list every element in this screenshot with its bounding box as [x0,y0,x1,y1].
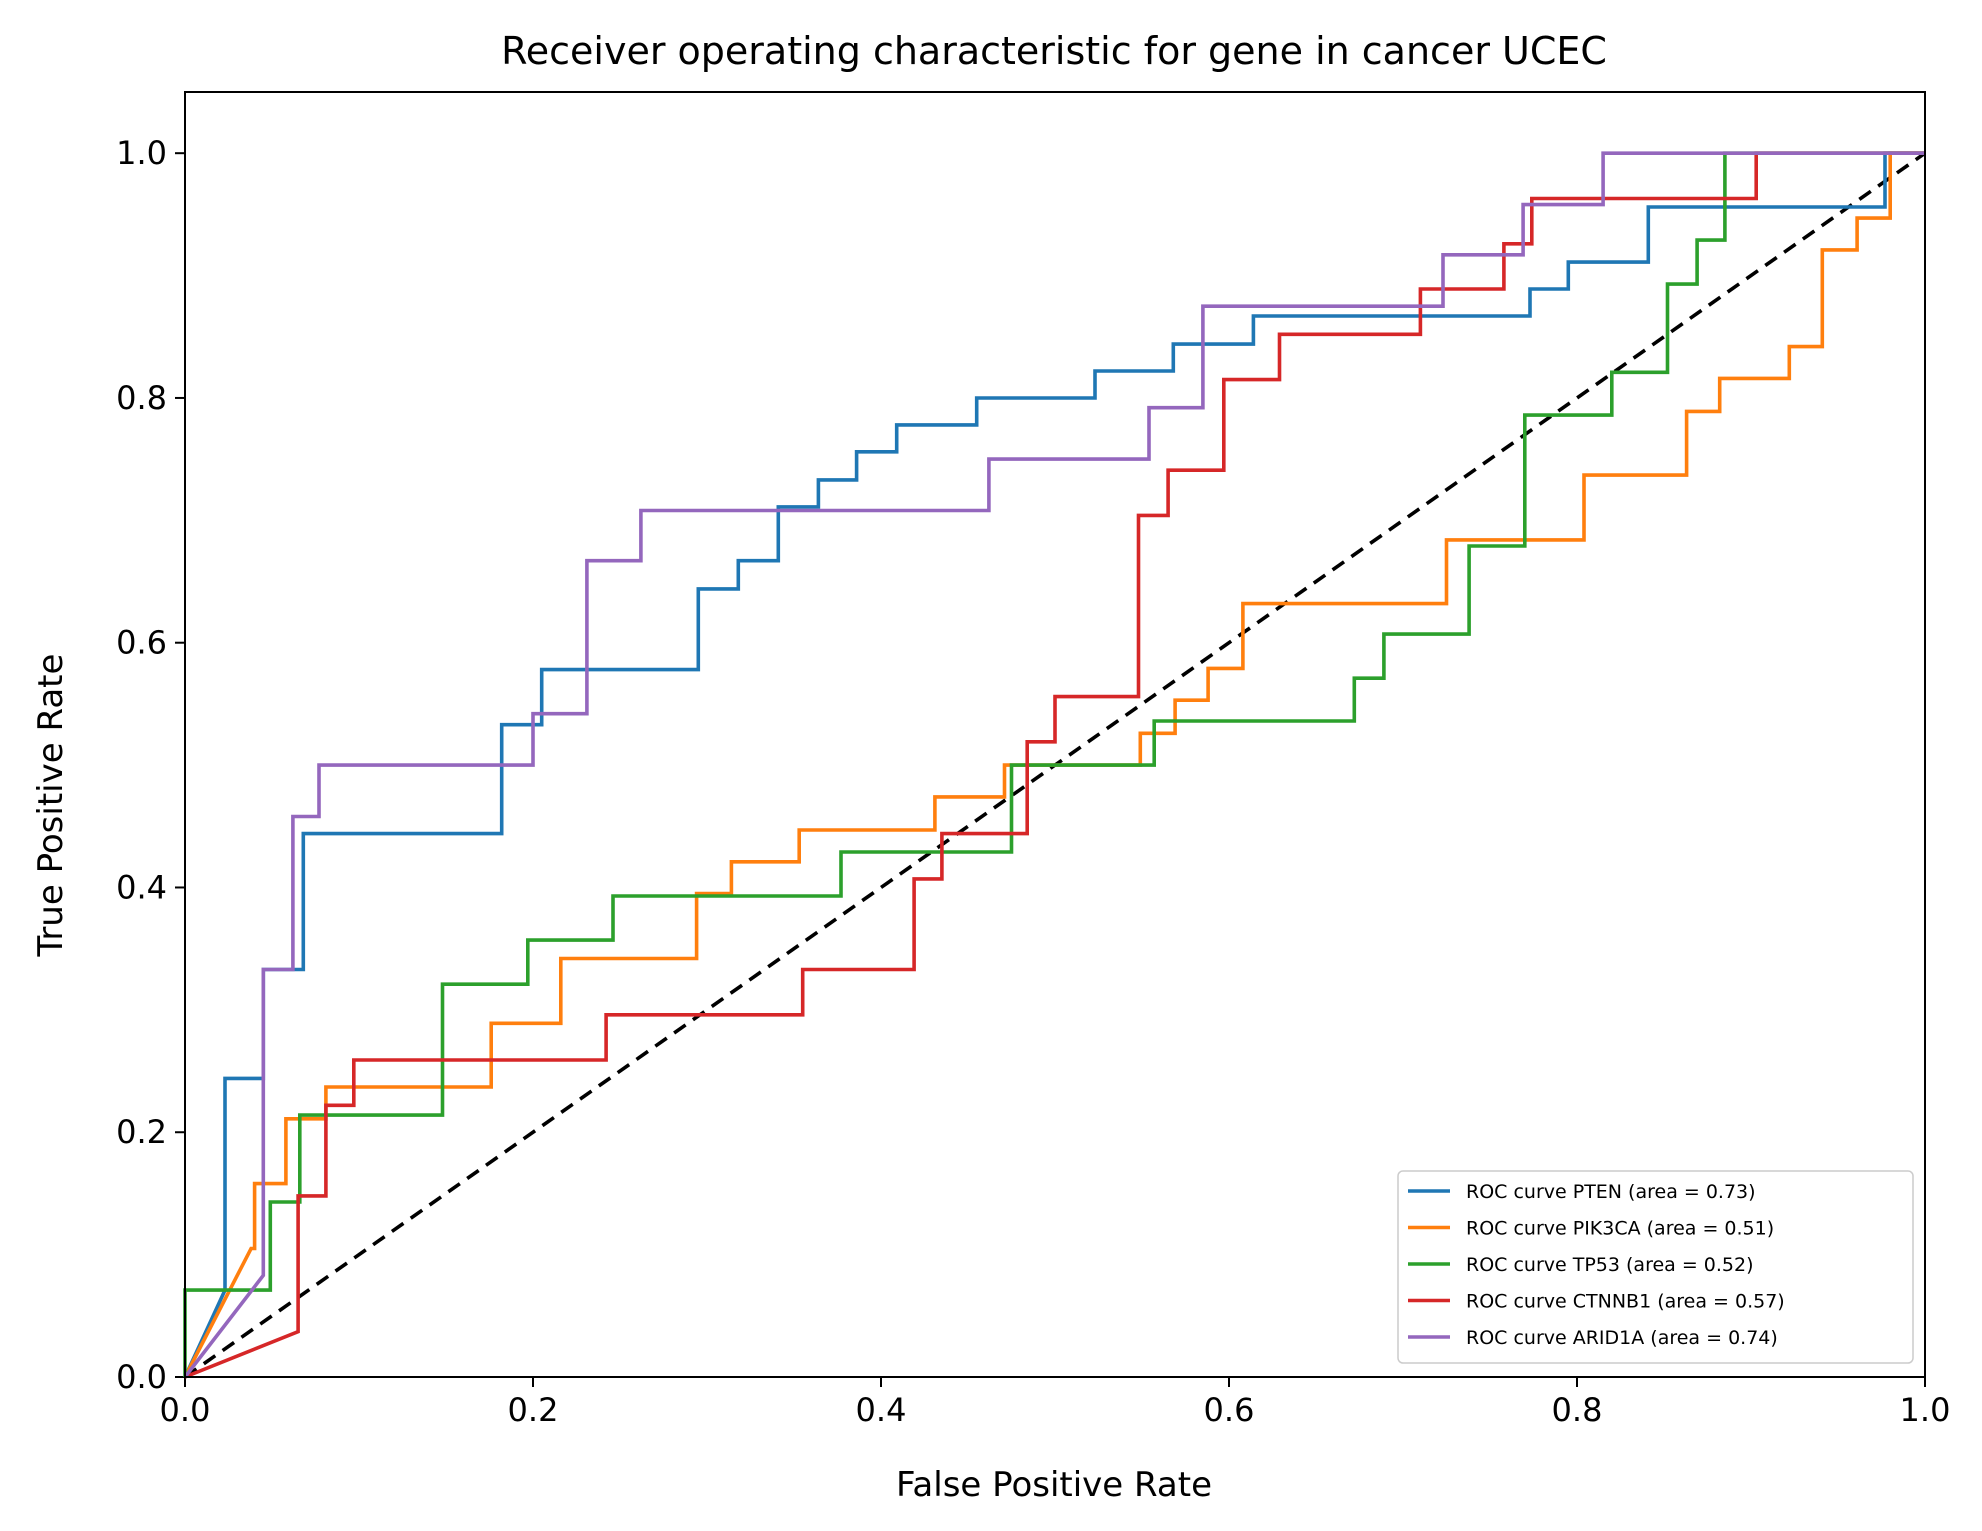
legend: ROC curve PTEN (area = 0.73) ROC curve PI… [1397,1170,1914,1364]
y-axis-label: True Positive Rate [31,654,71,958]
roc-curve-arid1a [183,151,1925,1379]
x-tick-label: 1.0 [1900,1391,1951,1429]
roc-curve-pten [183,151,1925,1378]
y-tick-label: 0.0 [116,1358,167,1396]
y-tick-label: 1.0 [116,134,167,172]
x-tick-label: 0.8 [1552,1391,1603,1429]
legend-label: ROC curve PTEN (area = 0.73) [1466,1181,1756,1203]
roc-curve-pik3ca [183,151,1925,1378]
y-tick-label: 0.8 [116,379,167,417]
y-tick-label: 0.2 [116,1113,167,1151]
x-tick-label: 0.4 [856,1391,907,1429]
legend-label: ROC curve ARID1A (area = 0.74) [1466,1327,1778,1349]
y-tick-label: 0.6 [116,624,167,662]
legend-box [1397,1170,1914,1364]
plot-area [183,151,1927,1379]
x-tick-label: 0.0 [160,1391,211,1429]
roc-curve-tp53 [183,151,1925,1377]
legend-label: ROC curve TP53 (area = 0.52) [1466,1254,1754,1276]
chart-title: Receiver operating characteristic for ge… [501,29,1607,73]
x-axis-label: False Positive Rate [896,1465,1212,1505]
roc-curves [183,151,1925,1379]
y-tick-label: 0.4 [116,868,167,906]
axes-frame [184,91,1926,1378]
x-axis-ticks: 0.0 0.2 0.4 0.6 0.8 1.0 [160,1377,1951,1429]
x-tick-label: 0.2 [508,1391,559,1429]
legend-label: ROC curve CTNNB1 (area = 0.57) [1466,1291,1785,1313]
x-tick-label: 0.6 [1204,1391,1255,1429]
legend-label: ROC curve PIK3CA (area = 0.51) [1466,1218,1774,1240]
roc-curve-ctnnb1 [184,151,1925,1379]
y-axis-ticks: 0.0 0.2 0.4 0.6 0.8 1.0 [116,134,185,1396]
